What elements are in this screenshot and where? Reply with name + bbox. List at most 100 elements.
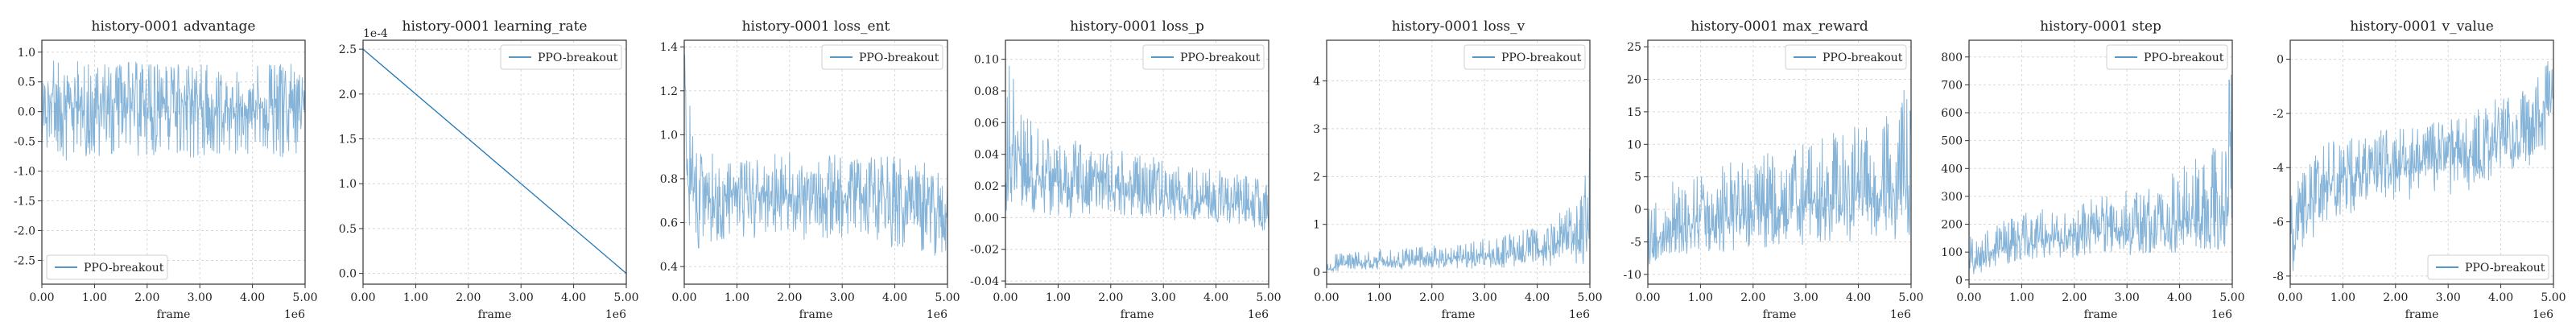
chart-panel-4: 0.00 1.00 2.00 3.00 4.00 5.00-0.04-0.020.000.…	[970, 19, 1281, 321]
x-tick-label: 1.00	[2009, 291, 2034, 304]
grid-lines	[1968, 40, 2233, 284]
x-tick-label: 4.00	[882, 291, 907, 304]
chart-panel-2: 0.00 1.00 2.00 3.00 4.00 5.00 0.0 0.5 1.0 1.5 2.0 2…	[339, 19, 639, 321]
x-axis-label: frame	[2405, 308, 2439, 321]
y-tick-label: 1	[1313, 219, 1320, 232]
series-line	[1005, 65, 1269, 231]
x-tick-label: 2.00	[2062, 291, 2087, 304]
y-tick-label: -1.0	[14, 166, 35, 179]
x-offset-text: 1e6	[2211, 308, 2232, 321]
y-tick-label: 800	[1941, 52, 1963, 64]
axes-frame	[362, 39, 627, 285]
chart-panel-3: 0.00 1.00 2.00 3.00 4.00 5.00 0.4 0.6 0.8 1.0 1.2 1…	[660, 19, 960, 321]
series-line	[2290, 61, 2553, 271]
y-tick-label: -0.5	[14, 136, 35, 149]
x-axis-label: frame	[799, 308, 833, 321]
y-tick-label: 0.6	[660, 217, 678, 230]
y-axis-ticks: -2.5 -2.0 -1.5 -1.0 -0.5 0.0 0.5 1.0	[14, 47, 42, 267]
x-tick-label: 4.00	[1846, 291, 1871, 304]
x-tick-label: 5.00	[1898, 291, 1923, 304]
x-axis-label: frame	[157, 308, 191, 321]
x-tick-label: 1.00	[403, 291, 428, 304]
legend-box	[1785, 44, 1907, 70]
x-tick-label: 1.00	[2330, 291, 2355, 304]
y-tick-label: -8	[2273, 270, 2284, 283]
chart-panel-8: 0.00 1.00 2.00 3.00 4.00 5.00 -8 -6 -4 -2 0 history…	[2273, 19, 2566, 321]
x-tick-label: 0.00	[1314, 291, 1339, 304]
y-tick-label: 5	[1634, 171, 1641, 184]
y-tick-label: -1.5	[14, 196, 35, 208]
x-tick-label: 1.00	[1046, 291, 1071, 304]
plot-area	[684, 55, 947, 256]
x-tick-label: 0.00	[1956, 291, 1981, 304]
x-tick-label: 4.00	[240, 291, 265, 304]
y-axis-ticks: -0.04 -0.02 0.00 0.02 0.04 0.06 0.08 0.10	[970, 54, 1005, 288]
y-tick-label: -5	[1630, 236, 1641, 249]
chart-title: history-0001 advantage	[92, 19, 256, 35]
grid-lines	[362, 40, 627, 284]
plot-area	[1648, 89, 1911, 267]
legend-box	[821, 44, 943, 70]
x-offset-text: 1e6	[2533, 308, 2553, 321]
y-tick-label: 0.0	[18, 106, 35, 119]
plot-area	[42, 60, 305, 161]
x-axis-label: frame	[478, 308, 512, 321]
y-axis-ticks: 0.4 0.6 0.8 1.0 1.2 1.4	[660, 41, 684, 274]
y-tick-label: -2	[2273, 108, 2284, 121]
legend-box	[500, 44, 622, 70]
x-tick-label: 2.00	[1098, 291, 1123, 304]
y-axis-ticks: -8 -6 -4 -2 0	[2273, 54, 2290, 283]
axes-frame	[1647, 39, 1912, 285]
plot-area	[2290, 61, 2553, 271]
y-tick-label: 1.0	[339, 178, 357, 191]
x-axis-ticks: 0.00 1.00 2.00 3.00 4.00 5.00	[350, 284, 639, 304]
y-tick-label: 0	[1634, 204, 1641, 217]
x-tick-label: 1.00	[1367, 291, 1392, 304]
y-axis-ticks: 0 1 2 3 4	[1313, 76, 1327, 279]
y-axis-ticks: 0.0 0.5 1.0 1.5 2.0 2.5	[339, 43, 363, 281]
legend-label: PPO-breakout	[859, 52, 939, 64]
x-tick-label: 1.00	[724, 291, 749, 304]
x-tick-label: 4.00	[561, 291, 586, 304]
y-tick-label: 1.4	[660, 41, 678, 54]
series-line	[684, 55, 947, 256]
y-tick-label: 0.08	[974, 85, 999, 98]
series-line	[1648, 89, 1911, 267]
x-tick-label: 4.00	[1525, 291, 1550, 304]
y-tick-label: -10	[1623, 269, 1641, 282]
x-axis-ticks: 0.00 1.00 2.00 3.00 4.00 5.00	[671, 284, 960, 304]
plot-area	[363, 48, 626, 275]
legend-box	[46, 254, 168, 280]
axes-frame	[41, 39, 306, 285]
x-axis-ticks: 0.00 1.00 2.00 3.00 4.00 5.00	[1635, 284, 1924, 304]
series-line	[1969, 74, 2232, 275]
plot-area	[1005, 65, 1269, 231]
chart-panel-1: 0.00 1.00 2.00 3.00 4.00 5.00 -2.5 -2.0 -1.5 -1.0…	[14, 19, 318, 321]
x-offset-text: 1e6	[605, 308, 626, 321]
y-tick-label: -0.02	[970, 244, 999, 257]
x-axis-label: frame	[1121, 308, 1154, 321]
x-tick-label: 0.00	[993, 291, 1018, 304]
y-tick-label: 200	[1941, 219, 1963, 232]
y-tick-label: 2.0	[339, 89, 357, 101]
x-tick-label: 5.00	[935, 291, 960, 304]
x-offset-text: 1e6	[1248, 308, 1269, 321]
x-axis-label: frame	[2084, 308, 2118, 321]
series-line	[1327, 148, 1590, 272]
y-tick-label: 300	[1941, 191, 1963, 204]
y-tick-label: 3	[1313, 123, 1320, 136]
x-axis-ticks: 0.00 1.00 2.00 3.00 4.00 5.00	[1956, 284, 2245, 304]
x-tick-label: 0.00	[1635, 291, 1660, 304]
y-tick-label: 1.5	[339, 134, 357, 147]
y-tick-label: -2.0	[14, 225, 35, 237]
x-tick-label: 3.00	[1794, 291, 1818, 304]
x-axis-ticks: 0.00 1.00 2.00 3.00 4.00 5.00	[1314, 284, 1603, 304]
y-tick-label: 15	[1627, 106, 1641, 119]
x-tick-label: 3.00	[1151, 291, 1176, 304]
y-tick-label: 0.02	[974, 180, 999, 193]
y-axis-ticks: -10 -5 0 5 10 15 20 25	[1623, 41, 1648, 282]
chart-panel-5: 0.00 1.00 2.00 3.00 4.00 5.00 0 1 2 3 4 history-000…	[1313, 19, 1603, 321]
legend-label: PPO-breakout	[1823, 52, 1903, 64]
legend-box	[2106, 44, 2228, 70]
